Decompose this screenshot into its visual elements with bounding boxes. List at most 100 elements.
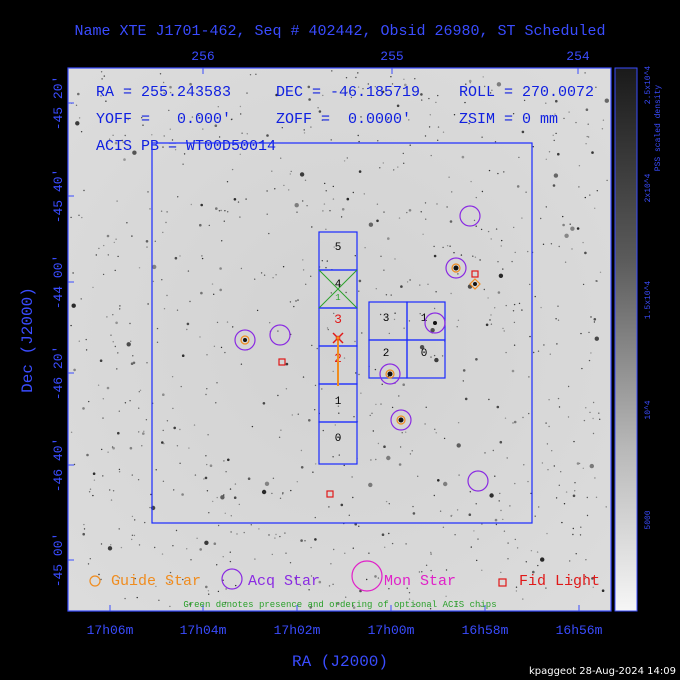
background-star [155,469,157,471]
background-star [314,384,317,387]
background-star [243,531,245,534]
background-star [557,319,560,321]
colorbar-tick-label: 2.5x10^4 [644,66,653,105]
background-star [360,392,362,394]
background-star [469,82,471,84]
background-star [435,101,437,104]
background-star [113,241,116,244]
background-star [480,228,483,231]
background-star [70,324,72,327]
background-star [421,99,423,101]
background-star [367,83,369,85]
background-star [364,247,366,249]
background-star [594,207,596,209]
background-star [586,514,589,517]
background-star [233,496,237,500]
background-star [499,440,503,444]
left-tick-label: -45 20' [51,76,66,131]
background-star [390,294,392,296]
background-star [374,575,377,578]
background-star [122,141,124,143]
background-star [246,133,248,135]
background-star [318,580,322,584]
background-star [565,491,568,493]
background-star [118,577,121,579]
background-star [124,402,127,404]
background-star [498,273,504,278]
background-star [442,526,445,528]
background-star [558,406,561,408]
background-star [352,606,356,609]
background-star [505,351,507,354]
background-star [112,134,114,136]
background-star [425,564,428,566]
background-star [573,440,575,443]
background-star [332,456,334,458]
fid-light-marker [278,358,286,366]
background-star [552,184,556,187]
background-star [368,552,370,554]
background-star [481,190,484,193]
background-star [78,214,80,216]
background-star [263,274,266,276]
background-star [114,269,116,272]
background-star [71,303,76,308]
background-star [591,151,594,154]
background-star [388,503,390,505]
background-star [437,94,439,97]
background-star [189,82,192,86]
background-star [366,578,368,581]
background-star [186,328,188,331]
background-star [205,140,207,143]
background-star [500,509,502,512]
background-star [457,422,460,424]
optional-chip-note: Green denotes presence and ordering of o… [183,600,496,610]
background-star [534,295,536,298]
background-star [393,169,395,171]
background-star [266,213,268,215]
background-star [606,179,608,182]
background-star [503,330,505,332]
background-star [100,71,103,73]
background-star [548,151,551,153]
background-star [89,558,92,560]
background-star [307,85,311,89]
background-star [206,388,208,390]
background-star [161,441,164,444]
background-star [555,497,558,499]
background-star [194,474,197,476]
background-star [527,480,529,483]
background-star [400,285,403,288]
background-star [275,274,277,276]
background-star [134,519,136,521]
background-star [522,598,524,600]
background-star [223,494,225,496]
background-star [156,327,159,330]
background-star [132,150,137,155]
background-star [464,397,468,401]
background-star [492,449,494,452]
background-star [145,419,148,421]
background-star [310,575,313,577]
background-star [570,579,573,581]
background-star [118,410,121,412]
background-star [521,217,523,219]
background-star [166,294,168,297]
background-star [92,472,96,476]
background-star [358,140,360,143]
background-star [489,319,491,321]
background-star [314,538,317,541]
background-star [142,432,145,435]
background-star [549,353,551,355]
background-star [490,238,492,240]
background-star [381,90,385,94]
chart-title: Name XTE J1701-462, Seq # 402442, Obsid … [74,23,605,40]
background-star [377,442,380,445]
background-star [480,605,482,607]
background-star [512,422,514,424]
background-star [547,469,549,471]
background-star [383,211,385,213]
background-star [370,459,372,461]
background-star [112,446,115,450]
